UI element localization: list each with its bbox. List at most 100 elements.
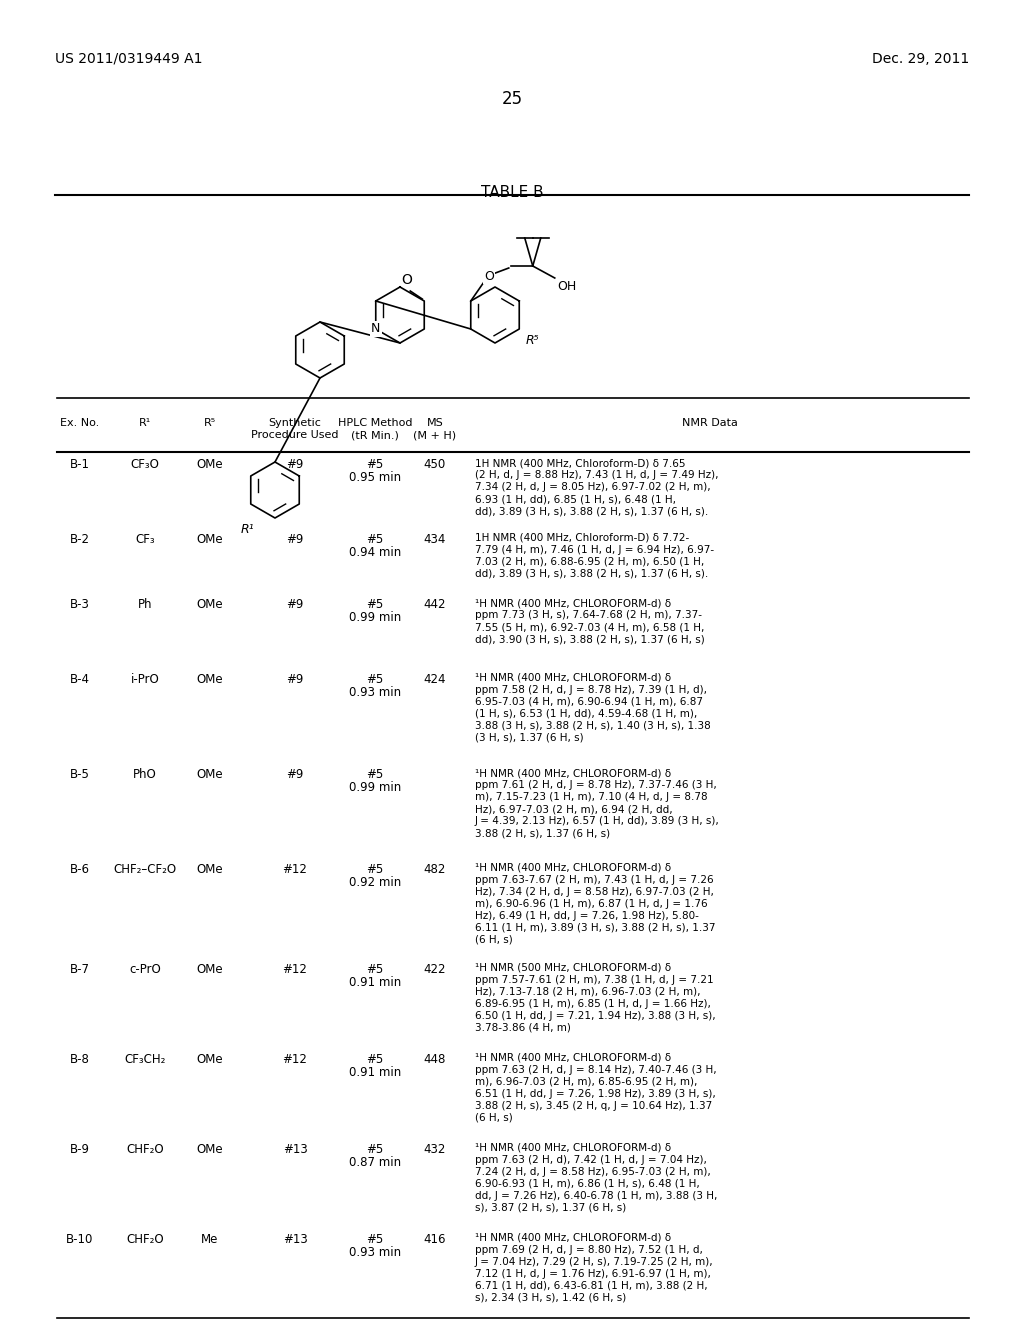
Text: #9: #9 — [287, 533, 304, 546]
Text: Procedure Used: Procedure Used — [251, 430, 339, 440]
Text: 0.91 min: 0.91 min — [349, 975, 401, 989]
Text: Hz), 7.13-7.18 (2 H, m), 6.96-7.03 (2 H, m),: Hz), 7.13-7.18 (2 H, m), 6.96-7.03 (2 H,… — [475, 987, 700, 997]
Text: 6.51 (1 H, dd, J = 7.26, 1.98 Hz), 3.89 (3 H, s),: 6.51 (1 H, dd, J = 7.26, 1.98 Hz), 3.89 … — [475, 1089, 716, 1100]
Text: OMe: OMe — [197, 863, 223, 876]
Text: ¹H NMR (400 MHz, CHLOROFORM-d) δ: ¹H NMR (400 MHz, CHLOROFORM-d) δ — [475, 1143, 671, 1152]
Text: #5: #5 — [367, 1053, 384, 1067]
Text: #12: #12 — [283, 1053, 307, 1067]
Text: 442: 442 — [424, 598, 446, 611]
Text: 6.89-6.95 (1 H, m), 6.85 (1 H, d, J = 1.66 Hz),: 6.89-6.95 (1 H, m), 6.85 (1 H, d, J = 1.… — [475, 999, 711, 1008]
Text: (3 H, s), 1.37 (6 H, s): (3 H, s), 1.37 (6 H, s) — [475, 733, 584, 743]
Text: 1H NMR (400 MHz, Chloroform-D) δ 7.65: 1H NMR (400 MHz, Chloroform-D) δ 7.65 — [475, 458, 685, 469]
Text: OMe: OMe — [197, 964, 223, 975]
Text: 7.24 (2 H, d, J = 8.58 Hz), 6.95-7.03 (2 H, m),: 7.24 (2 H, d, J = 8.58 Hz), 6.95-7.03 (2… — [475, 1167, 711, 1177]
Text: 25: 25 — [502, 90, 522, 108]
Text: B-3: B-3 — [70, 598, 90, 611]
Text: OMe: OMe — [197, 768, 223, 781]
Text: 6.50 (1 H, dd, J = 7.21, 1.94 Hz), 3.88 (3 H, s),: 6.50 (1 H, dd, J = 7.21, 1.94 Hz), 3.88 … — [475, 1011, 716, 1020]
Text: 0.93 min: 0.93 min — [349, 1246, 401, 1259]
Text: c-PrO: c-PrO — [129, 964, 161, 975]
Text: m), 6.90-6.96 (1 H, m), 6.87 (1 H, d, J = 1.76: m), 6.90-6.96 (1 H, m), 6.87 (1 H, d, J … — [475, 899, 708, 909]
Text: ppm 7.69 (2 H, d, J = 8.80 Hz), 7.52 (1 H, d,: ppm 7.69 (2 H, d, J = 8.80 Hz), 7.52 (1 … — [475, 1245, 702, 1255]
Text: OMe: OMe — [197, 1053, 223, 1067]
Text: 432: 432 — [424, 1143, 446, 1156]
Text: OMe: OMe — [197, 533, 223, 546]
Text: #12: #12 — [283, 863, 307, 876]
Text: #13: #13 — [283, 1143, 307, 1156]
Text: ppm 7.63 (2 H, d, J = 8.14 Hz), 7.40-7.46 (3 H,: ppm 7.63 (2 H, d, J = 8.14 Hz), 7.40-7.4… — [475, 1065, 717, 1074]
Text: MS: MS — [427, 418, 443, 428]
Text: B-5: B-5 — [70, 768, 90, 781]
Text: dd), 3.89 (3 H, s), 3.88 (2 H, s), 1.37 (6 H, s).: dd), 3.89 (3 H, s), 3.88 (2 H, s), 1.37 … — [475, 569, 709, 579]
Text: N: N — [371, 322, 381, 335]
Text: CF₃: CF₃ — [135, 533, 155, 546]
Text: (6 H, s): (6 H, s) — [475, 935, 513, 945]
Text: 6.93 (1 H, dd), 6.85 (1 H, s), 6.48 (1 H,: 6.93 (1 H, dd), 6.85 (1 H, s), 6.48 (1 H… — [475, 494, 676, 504]
Text: #5: #5 — [367, 533, 384, 546]
Text: #5: #5 — [367, 673, 384, 686]
Text: 482: 482 — [424, 863, 446, 876]
Text: 422: 422 — [424, 964, 446, 975]
Text: OMe: OMe — [197, 1143, 223, 1156]
Text: ¹H NMR (400 MHz, CHLOROFORM-d) δ: ¹H NMR (400 MHz, CHLOROFORM-d) δ — [475, 1233, 671, 1243]
Text: (1 H, s), 6.53 (1 H, dd), 4.59-4.68 (1 H, m),: (1 H, s), 6.53 (1 H, dd), 4.59-4.68 (1 H… — [475, 709, 697, 719]
Text: B-2: B-2 — [70, 533, 90, 546]
Text: ppm 7.63-7.67 (2 H, m), 7.43 (1 H, d, J = 7.26: ppm 7.63-7.67 (2 H, m), 7.43 (1 H, d, J … — [475, 875, 714, 884]
Text: 450: 450 — [424, 458, 446, 471]
Text: B-10: B-10 — [67, 1233, 93, 1246]
Text: Dec. 29, 2011: Dec. 29, 2011 — [871, 51, 969, 66]
Text: #5: #5 — [367, 598, 384, 611]
Text: #9: #9 — [287, 673, 304, 686]
Text: Hz), 6.97-7.03 (2 H, m), 6.94 (2 H, dd,: Hz), 6.97-7.03 (2 H, m), 6.94 (2 H, dd, — [475, 804, 673, 814]
Text: B-1: B-1 — [70, 458, 90, 471]
Text: R⁵: R⁵ — [204, 418, 216, 428]
Text: B-7: B-7 — [70, 964, 90, 975]
Text: O: O — [400, 273, 412, 286]
Text: R¹: R¹ — [139, 418, 152, 428]
Text: i-PrO: i-PrO — [131, 673, 160, 686]
Text: 6.95-7.03 (4 H, m), 6.90-6.94 (1 H, m), 6.87: 6.95-7.03 (4 H, m), 6.90-6.94 (1 H, m), … — [475, 697, 703, 708]
Text: ¹H NMR (500 MHz, CHLOROFORM-d) δ: ¹H NMR (500 MHz, CHLOROFORM-d) δ — [475, 964, 671, 973]
Text: (2 H, d, J = 8.88 Hz), 7.43 (1 H, d, J = 7.49 Hz),: (2 H, d, J = 8.88 Hz), 7.43 (1 H, d, J =… — [475, 470, 719, 480]
Text: PhO: PhO — [133, 768, 157, 781]
Text: 7.12 (1 H, d, J = 1.76 Hz), 6.91-6.97 (1 H, m),: 7.12 (1 H, d, J = 1.76 Hz), 6.91-6.97 (1… — [475, 1269, 711, 1279]
Text: OH: OH — [557, 280, 577, 293]
Text: Hz), 6.49 (1 H, dd, J = 7.26, 1.98 Hz), 5.80-: Hz), 6.49 (1 H, dd, J = 7.26, 1.98 Hz), … — [475, 911, 698, 921]
Text: 7.79 (4 H, m), 7.46 (1 H, d, J = 6.94 Hz), 6.97-: 7.79 (4 H, m), 7.46 (1 H, d, J = 6.94 Hz… — [475, 545, 714, 554]
Text: B-4: B-4 — [70, 673, 90, 686]
Text: 3.88 (2 H, s), 3.45 (2 H, q, J = 10.64 Hz), 1.37: 3.88 (2 H, s), 3.45 (2 H, q, J = 10.64 H… — [475, 1101, 713, 1111]
Text: #9: #9 — [287, 768, 304, 781]
Text: OMe: OMe — [197, 458, 223, 471]
Text: (tR Min.): (tR Min.) — [351, 430, 399, 440]
Text: #5: #5 — [367, 768, 384, 781]
Text: ¹H NMR (400 MHz, CHLOROFORM-d) δ: ¹H NMR (400 MHz, CHLOROFORM-d) δ — [475, 768, 671, 777]
Text: 0.91 min: 0.91 min — [349, 1067, 401, 1078]
Text: (6 H, s): (6 H, s) — [475, 1113, 513, 1123]
Text: Hz), 7.34 (2 H, d, J = 8.58 Hz), 6.97-7.03 (2 H,: Hz), 7.34 (2 H, d, J = 8.58 Hz), 6.97-7.… — [475, 887, 714, 898]
Text: 6.90-6.93 (1 H, m), 6.86 (1 H, s), 6.48 (1 H,: 6.90-6.93 (1 H, m), 6.86 (1 H, s), 6.48 … — [475, 1179, 699, 1189]
Text: 3.88 (3 H, s), 3.88 (2 H, s), 1.40 (3 H, s), 1.38: 3.88 (3 H, s), 3.88 (2 H, s), 1.40 (3 H,… — [475, 721, 711, 731]
Text: dd, J = 7.26 Hz), 6.40-6.78 (1 H, m), 3.88 (3 H,: dd, J = 7.26 Hz), 6.40-6.78 (1 H, m), 3.… — [475, 1191, 718, 1201]
Text: NMR Data: NMR Data — [682, 418, 738, 428]
Text: #5: #5 — [367, 863, 384, 876]
Text: CHF₂O: CHF₂O — [126, 1143, 164, 1156]
Text: 6.71 (1 H, dd), 6.43-6.81 (1 H, m), 3.88 (2 H,: 6.71 (1 H, dd), 6.43-6.81 (1 H, m), 3.88… — [475, 1280, 708, 1291]
Text: ppm 7.57-7.61 (2 H, m), 7.38 (1 H, d, J = 7.21: ppm 7.57-7.61 (2 H, m), 7.38 (1 H, d, J … — [475, 975, 714, 985]
Text: (M + H): (M + H) — [414, 430, 457, 440]
Text: CHF₂–CF₂O: CHF₂–CF₂O — [114, 863, 176, 876]
Text: Ph: Ph — [138, 598, 153, 611]
Text: 7.55 (5 H, m), 6.92-7.03 (4 H, m), 6.58 (1 H,: 7.55 (5 H, m), 6.92-7.03 (4 H, m), 6.58 … — [475, 622, 705, 632]
Text: B-9: B-9 — [70, 1143, 90, 1156]
Text: CF₃CH₂: CF₃CH₂ — [124, 1053, 166, 1067]
Text: Synthetic: Synthetic — [268, 418, 322, 428]
Text: ¹H NMR (400 MHz, CHLOROFORM-d) δ: ¹H NMR (400 MHz, CHLOROFORM-d) δ — [475, 598, 671, 609]
Text: 434: 434 — [424, 533, 446, 546]
Text: s), 2.34 (3 H, s), 1.42 (6 H, s): s), 2.34 (3 H, s), 1.42 (6 H, s) — [475, 1294, 627, 1303]
Text: Ex. No.: Ex. No. — [60, 418, 99, 428]
Text: dd), 3.89 (3 H, s), 3.88 (2 H, s), 1.37 (6 H, s).: dd), 3.89 (3 H, s), 3.88 (2 H, s), 1.37 … — [475, 506, 709, 516]
Text: #13: #13 — [283, 1233, 307, 1246]
Text: s), 3.87 (2 H, s), 1.37 (6 H, s): s), 3.87 (2 H, s), 1.37 (6 H, s) — [475, 1203, 627, 1213]
Text: m), 7.15-7.23 (1 H, m), 7.10 (4 H, d, J = 8.78: m), 7.15-7.23 (1 H, m), 7.10 (4 H, d, J … — [475, 792, 708, 803]
Text: 3.88 (2 H, s), 1.37 (6 H, s): 3.88 (2 H, s), 1.37 (6 H, s) — [475, 828, 610, 838]
Text: 424: 424 — [424, 673, 446, 686]
